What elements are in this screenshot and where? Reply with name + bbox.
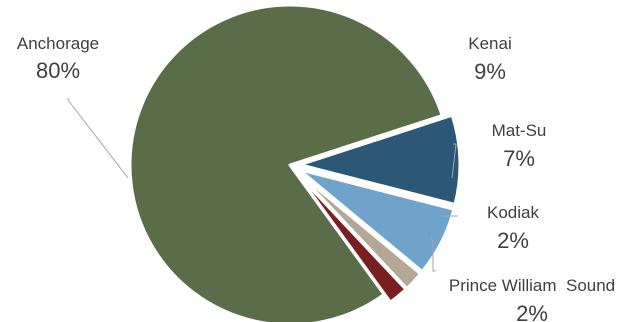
label-prince-william-sound: Prince William Sound (449, 276, 615, 295)
leader-line-anchorage (67, 98, 129, 179)
leader-lines (67, 98, 458, 272)
label-kodiak: Kodiak (487, 203, 539, 222)
value-anchorage: 80% (36, 58, 80, 83)
value-prince-william-sound: 2% (516, 301, 548, 322)
slice-kenai (298, 113, 462, 206)
label-kenai: Kenai (468, 34, 511, 53)
data-labels: Anchorage 80% Kenai 9% Mat-Su 7% Kodiak … (17, 34, 615, 322)
value-kenai: 9% (474, 59, 506, 84)
label-mat-su: Mat-Su (492, 121, 547, 140)
slice-prince-william-sound (294, 171, 408, 304)
slice-mat-su (297, 168, 456, 274)
value-kodiak: 2% (497, 228, 529, 253)
pie-slices (128, 3, 462, 322)
value-mat-su: 7% (503, 146, 535, 171)
label-anchorage: Anchorage (17, 34, 99, 53)
leader-line-prince-william-sound (430, 236, 436, 272)
leader-line-mat-su (451, 143, 457, 179)
slice-anchorage (128, 3, 444, 322)
